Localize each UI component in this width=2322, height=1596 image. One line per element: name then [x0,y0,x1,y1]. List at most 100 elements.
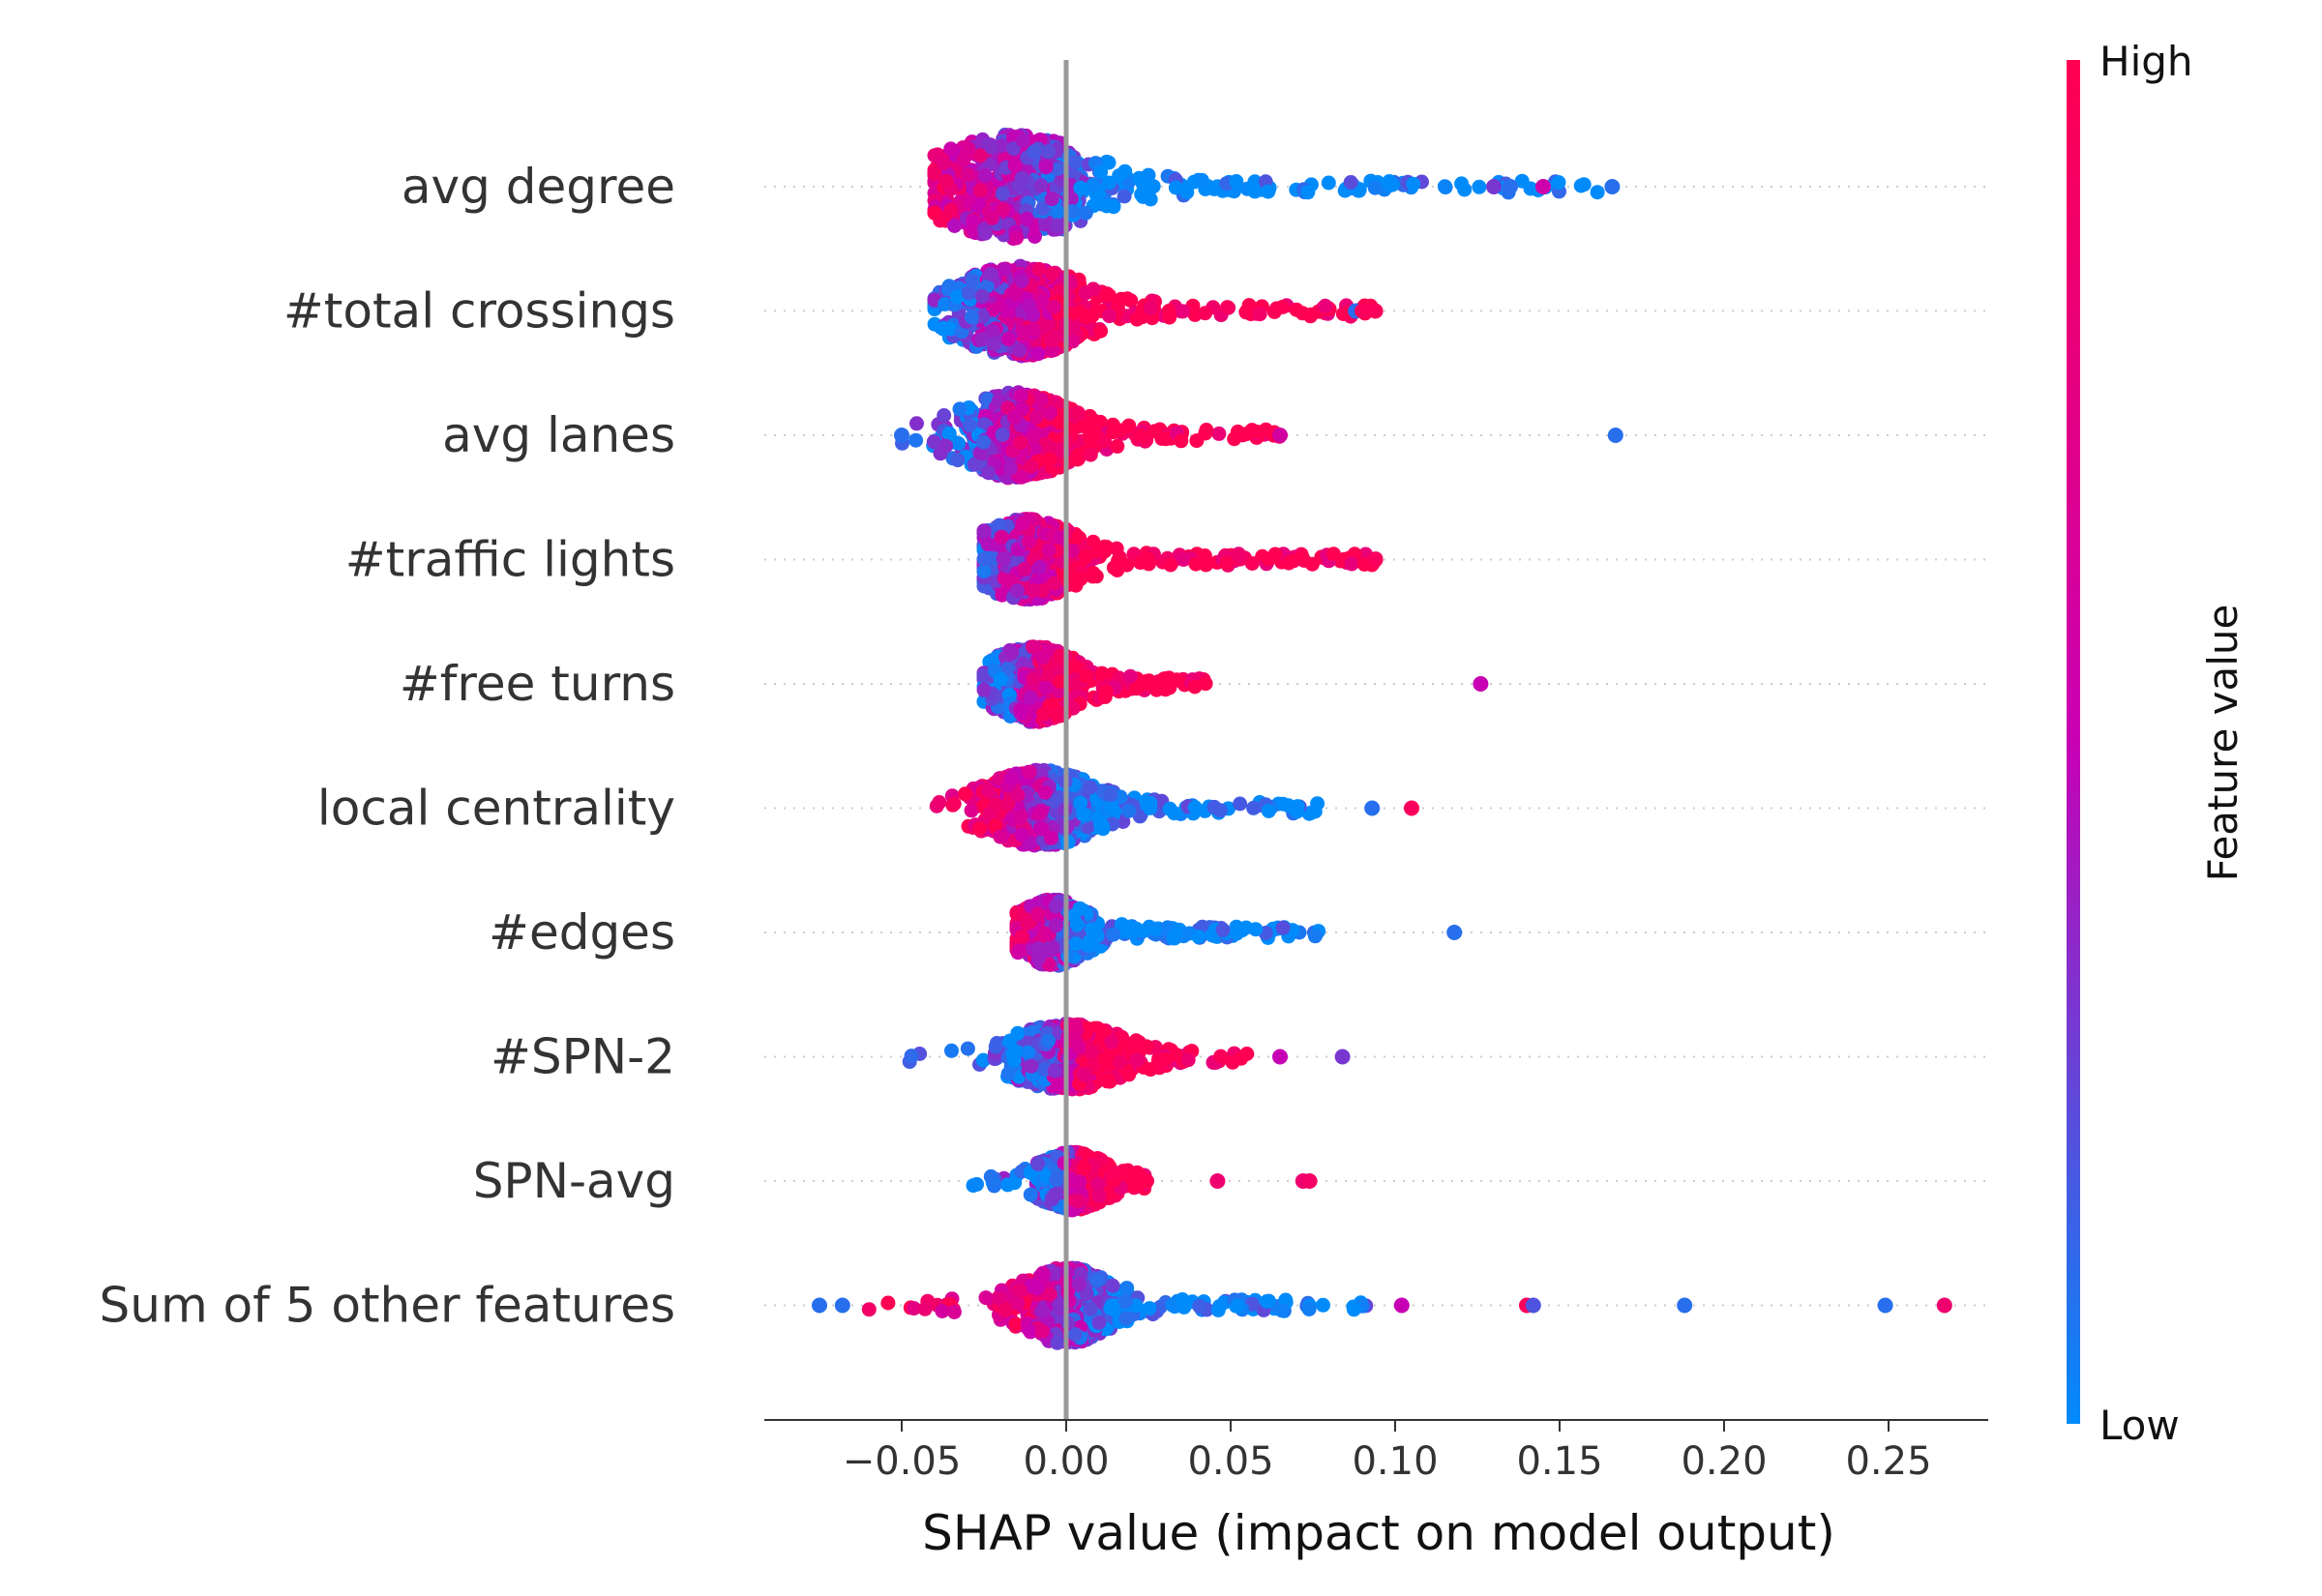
shap-point [1367,180,1383,195]
shap-point [1281,555,1296,571]
shap-point [1041,543,1057,557]
shap-point [1045,266,1060,281]
shap-point [1067,155,1083,170]
shap-point [976,682,992,697]
shap-point [972,821,988,836]
shap-point [1179,185,1195,200]
feature-points-row [976,639,1489,729]
shap-point [964,803,979,818]
shap-point [1219,555,1235,571]
shap-point [976,434,991,450]
shap-point [1031,261,1047,277]
shap-point [1129,311,1145,327]
shap-point [1035,201,1051,217]
shap-point [983,266,998,281]
shap-point [1406,176,1421,192]
shap-point [1106,199,1121,215]
shap-point [1010,787,1026,803]
shap-point [964,310,979,325]
shap-point [1038,160,1054,175]
feature-points-row [894,385,1623,486]
shap-point [1141,551,1155,567]
shap-outlier-point [1364,800,1381,816]
shap-point [1031,807,1047,821]
shap-point [1116,189,1132,204]
shap-point [1275,796,1291,812]
shap-point [1230,926,1244,941]
shap-point [1551,175,1566,191]
shap-point [1033,178,1049,193]
shap-point [1045,940,1060,956]
shap-point [1048,899,1063,914]
shap-point [1041,317,1057,333]
shap-point [1078,285,1093,301]
shap-point [1194,172,1209,188]
shap-point [1078,205,1093,221]
shap-point [1174,433,1189,449]
shap-point [1014,274,1029,288]
shap-point [1026,639,1040,655]
shap-point [1022,298,1037,313]
shap-point [984,139,999,155]
shap-point [1081,938,1096,954]
feature-label: #free turns [400,656,675,712]
shap-point [1344,556,1359,572]
shap-point [1026,144,1041,160]
shap-point [1064,204,1080,220]
shap-point [988,797,1003,813]
feature-label: #total crossings [283,283,675,340]
shap-outlier-point [1503,179,1518,194]
shap-point [1068,936,1084,952]
shap-point [977,167,993,183]
shap-point [995,427,1010,442]
shap-point [956,152,971,167]
shap-point [975,309,991,324]
shap-outlier-point [1535,179,1551,194]
shap-point [1086,566,1101,580]
shap-point [1078,309,1093,324]
shap-point [1101,155,1116,170]
shap-point [1007,410,1023,426]
shap-point [1144,300,1158,315]
shap-point [1083,780,1098,795]
shap-point [1014,929,1029,944]
shap-point [1590,185,1605,200]
shap-point [1082,429,1097,445]
shap-point [1457,182,1473,197]
shap-point [1070,405,1086,421]
shap-point [1083,447,1098,462]
shap-point [1006,141,1022,157]
shap-point [1030,906,1046,922]
shap-point [950,453,966,468]
shap-point [973,148,988,163]
shap-point [987,337,1002,352]
shap-point [1072,901,1087,916]
shap-point [1230,424,1245,439]
shap-point [976,523,992,539]
shap-point [1232,547,1246,563]
feature-points-row [927,127,1621,247]
shap-point [950,289,966,305]
shap-point [1050,204,1065,220]
shap-point [1102,288,1116,304]
shap-point [1070,529,1086,545]
feature-label: #edges [489,904,675,961]
shap-point [1093,323,1109,339]
shap-point [1004,645,1020,661]
shap-point [1002,460,1018,476]
shap-outlier-point [1604,179,1621,194]
shap-point [1007,158,1023,173]
shap-point [1044,342,1059,358]
shap-point [909,416,924,431]
shap-point [1093,164,1109,180]
feature-label: local centrality [317,781,675,837]
shap-point [1307,929,1323,944]
shap-point [972,183,988,198]
beeswarm-points [812,127,1952,1350]
shap-point [936,156,951,171]
shap-outlier-point [1354,303,1370,319]
feature-label: #traffic lights [345,532,675,588]
shap-outlier-point [1367,303,1384,319]
shap-point [958,786,972,802]
shap-point [1044,333,1059,348]
